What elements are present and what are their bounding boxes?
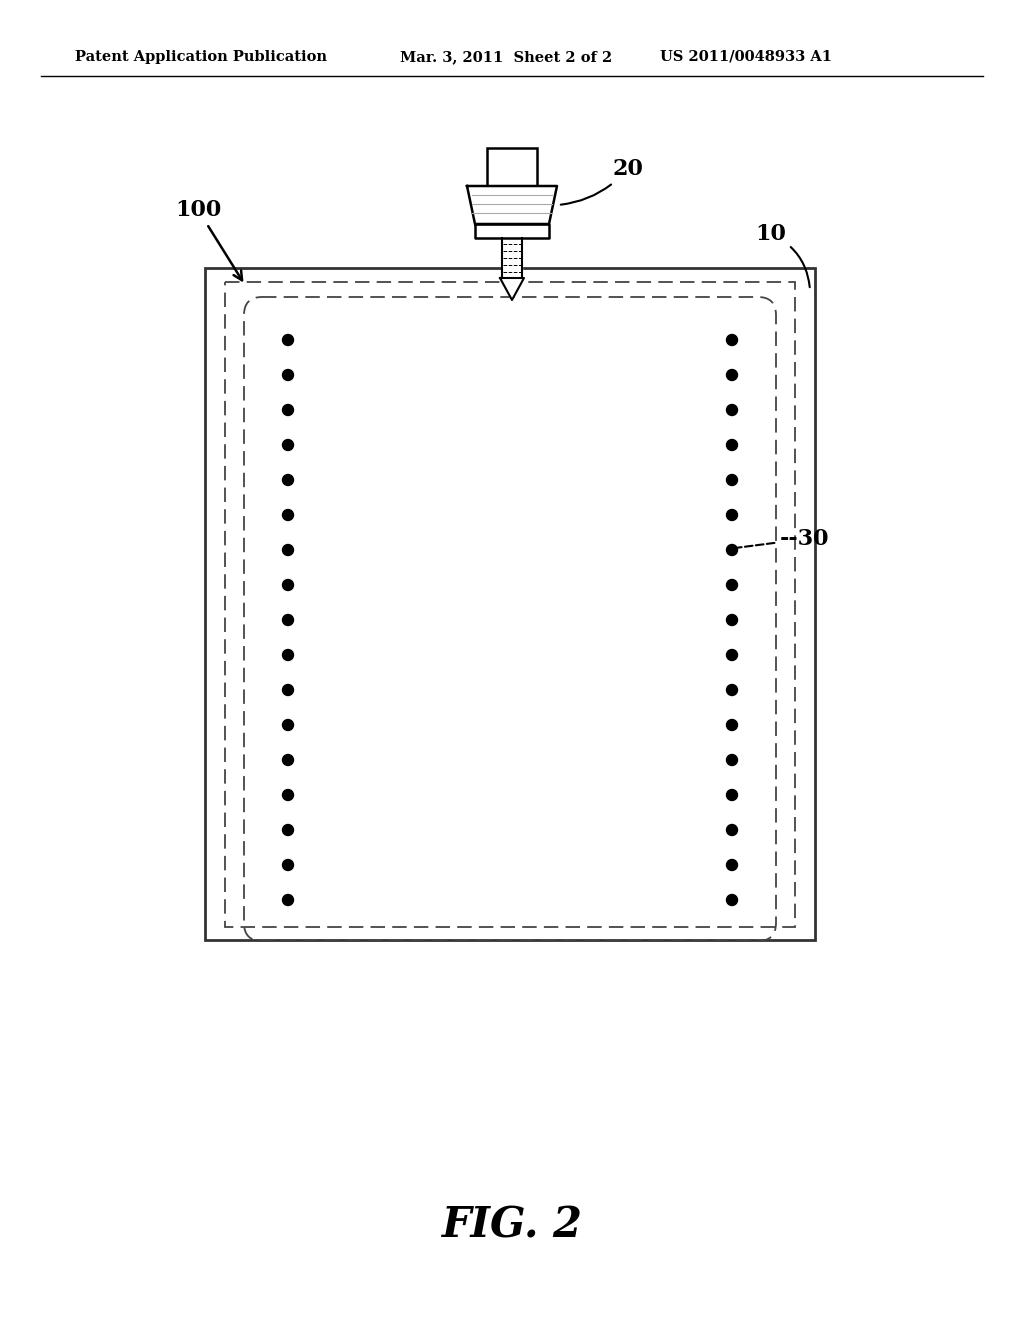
Circle shape <box>283 440 294 450</box>
Circle shape <box>726 825 737 836</box>
Circle shape <box>726 649 737 660</box>
Circle shape <box>283 789 294 800</box>
Text: 10: 10 <box>755 223 810 288</box>
Circle shape <box>283 719 294 730</box>
Text: Patent Application Publication: Patent Application Publication <box>75 50 327 63</box>
Bar <box>205 268 815 940</box>
Text: 100: 100 <box>175 199 242 280</box>
Circle shape <box>283 510 294 520</box>
Polygon shape <box>475 224 549 238</box>
Polygon shape <box>500 279 524 300</box>
Text: 20: 20 <box>561 158 643 205</box>
Circle shape <box>283 685 294 696</box>
Text: --30: --30 <box>737 528 829 550</box>
Circle shape <box>726 474 737 486</box>
Bar <box>487 148 537 186</box>
Circle shape <box>726 859 737 870</box>
Circle shape <box>726 615 737 626</box>
Circle shape <box>283 370 294 380</box>
Circle shape <box>283 474 294 486</box>
Circle shape <box>283 895 294 906</box>
Circle shape <box>283 649 294 660</box>
Circle shape <box>283 404 294 416</box>
Bar <box>225 282 795 927</box>
Circle shape <box>726 544 737 556</box>
Circle shape <box>283 544 294 556</box>
Text: FIG. 2: FIG. 2 <box>441 1204 583 1246</box>
Circle shape <box>726 685 737 696</box>
Circle shape <box>283 755 294 766</box>
Circle shape <box>283 615 294 626</box>
Circle shape <box>283 859 294 870</box>
Circle shape <box>726 755 737 766</box>
Circle shape <box>726 334 737 346</box>
Polygon shape <box>467 186 557 224</box>
Circle shape <box>283 825 294 836</box>
Circle shape <box>726 370 737 380</box>
Circle shape <box>726 719 737 730</box>
Circle shape <box>726 789 737 800</box>
Polygon shape <box>502 238 522 279</box>
Text: US 2011/0048933 A1: US 2011/0048933 A1 <box>660 50 831 63</box>
Circle shape <box>726 510 737 520</box>
Circle shape <box>726 579 737 590</box>
Circle shape <box>283 334 294 346</box>
Circle shape <box>726 440 737 450</box>
Circle shape <box>726 404 737 416</box>
Text: Mar. 3, 2011  Sheet 2 of 2: Mar. 3, 2011 Sheet 2 of 2 <box>400 50 612 63</box>
Circle shape <box>283 579 294 590</box>
Circle shape <box>726 895 737 906</box>
